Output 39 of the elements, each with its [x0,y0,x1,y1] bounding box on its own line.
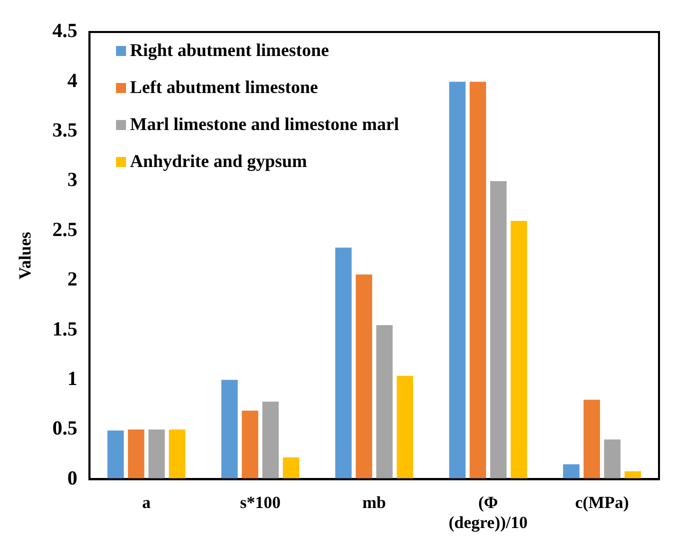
bar [490,181,507,480]
x-tick-label: (Φ (degre))/10 [448,492,528,532]
y-tick-label: 1.5 [52,318,78,340]
legend-label: Marl limestone and limestone marl [130,114,399,135]
x-tick-label: a [142,492,152,512]
bar [510,220,528,480]
y-axis-title: Values [16,231,35,280]
y-tick-label: 0 [67,467,78,490]
bar [168,430,186,480]
bar [335,248,352,480]
bar [262,402,279,480]
y-tick-label: 3.5 [52,120,78,142]
y-tick-label: 2 [67,268,78,291]
x-tick-label: mb [362,492,386,512]
legend-label: Left abutment limestone [130,77,318,98]
y-tick-label: 4 [67,70,78,92]
bar [604,439,620,480]
bar [396,376,414,480]
bar [356,274,372,480]
bar [470,82,486,480]
bar [221,380,238,480]
bar [376,325,393,480]
bar [128,430,144,480]
bar [584,400,600,480]
bar [242,410,258,480]
bar [282,457,300,480]
y-tick-label: 2.5 [52,218,78,241]
bar [449,82,466,480]
legend-label: Anhydrite and gypsum [130,151,308,172]
y-tick-label: 3 [67,169,78,192]
bar [107,430,124,480]
bar [148,430,165,480]
y-tick-label: 1 [67,368,78,390]
x-tick-label: s*100 [240,492,281,512]
y-tick-label: 4.5 [52,20,78,42]
y-tick-label: 0.5 [52,418,78,440]
bar [563,464,580,480]
x-tick-label: c(MPa) [575,492,629,512]
legend-label: Right abutment limestone [130,40,329,61]
